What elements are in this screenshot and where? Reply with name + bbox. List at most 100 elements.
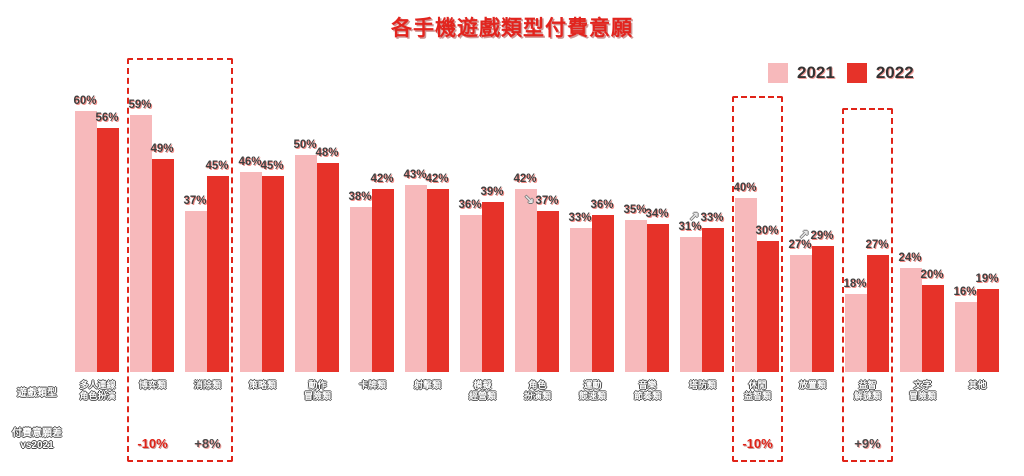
legend-item-2021: 2021 xyxy=(768,63,835,83)
bar-chart: 60% 56% 59% 49% 37% 45% 46% 45% 50% 48% 38% 42% 43% 4… xyxy=(70,95,1005,372)
category-label-14: 益智 解謎類 xyxy=(840,380,895,402)
value-label-2022-10: 34% xyxy=(645,208,669,220)
category-label-line: 冒險類 xyxy=(908,391,936,401)
bar-2022-1 xyxy=(152,159,174,372)
value-label-2021-6: 43% xyxy=(403,169,427,181)
bar-2022-10 xyxy=(647,224,669,372)
value-label-2021-14: 18% xyxy=(843,278,867,290)
value-label-2021-7: 36% xyxy=(458,199,482,211)
bar-group-10: 35% 34% xyxy=(620,100,675,372)
category-label-line: 競速類 xyxy=(578,391,606,401)
category-label-line: 休閒 xyxy=(748,380,767,390)
value-label-2021-10: 35% xyxy=(623,204,647,216)
legend-label: 2022 xyxy=(875,63,914,82)
bar-2021-6 xyxy=(405,185,427,372)
category-label-line: 扮演類 xyxy=(523,391,551,401)
category-label-line: 塔防類 xyxy=(688,380,716,390)
bar-2022-0 xyxy=(97,128,119,372)
bar-2022-5 xyxy=(372,189,394,372)
bar-group-8: 42% 37% ↘ xyxy=(510,100,565,372)
value-label-2021-12: 40% xyxy=(733,182,757,194)
value-label-2021-4: 50% xyxy=(293,139,317,151)
value-label-2022-4: 48% xyxy=(315,147,339,159)
bar-group-16: 16% 19% xyxy=(950,100,1005,372)
value-label-2021-1: 59% xyxy=(128,99,152,111)
value-label-2022-15: 20% xyxy=(920,269,944,281)
axis-row-title: 遊戲類型 xyxy=(17,388,57,399)
bar-2021-15 xyxy=(900,268,922,372)
category-label-line: 其他 xyxy=(968,380,987,390)
legend-label: 2021 xyxy=(797,63,835,82)
bar-group-15: 24% 20% xyxy=(895,100,950,372)
bar-group-4: 50% 48% xyxy=(290,100,345,372)
category-label-line: 博弈類 xyxy=(138,380,166,390)
bar-2022-11 xyxy=(702,228,724,372)
trend-arrow-down-icon: ↘ xyxy=(524,192,535,206)
category-label-8: 角色 扮演類 xyxy=(510,380,565,402)
value-label-2022-5: 42% xyxy=(370,173,394,185)
bar-2022-2 xyxy=(207,176,229,372)
bar-2022-12 xyxy=(757,241,779,372)
bar-2021-4 xyxy=(295,155,317,372)
bar-group-1: 59% 49% xyxy=(125,99,180,372)
value-label-2021-13: 27% xyxy=(788,239,812,251)
value-label-2022-6: 42% xyxy=(425,173,449,185)
trend-arrow-up-icon: ↗ xyxy=(799,227,810,241)
bar-2022-9 xyxy=(592,215,614,372)
bar-group-5: 38% 42% xyxy=(345,100,400,372)
bar-2022-7 xyxy=(482,202,504,372)
category-label-line: 角色扮演 xyxy=(79,391,116,401)
category-label-line: 解謎類 xyxy=(853,391,881,401)
category-label-15: 文字 冒險類 xyxy=(895,380,950,402)
category-label-6: 射擊類 xyxy=(400,380,455,402)
bar-group-0: 60% 56% xyxy=(70,95,125,372)
value-label-2021-3: 46% xyxy=(238,156,262,168)
bar-2021-9 xyxy=(570,228,592,372)
value-label-2022-3: 45% xyxy=(260,160,284,172)
diff-row-title-line2: vs2021 xyxy=(20,440,54,451)
value-label-2022-16: 19% xyxy=(975,273,999,285)
value-label-2021-9: 33% xyxy=(568,212,592,224)
category-label-line: 節奏類 xyxy=(633,391,661,401)
value-label-2022-13: 29% xyxy=(810,230,834,242)
category-label-line: 射擊類 xyxy=(413,380,441,390)
category-label-line: 角色 xyxy=(528,380,547,390)
category-label-10: 音樂 節奏類 xyxy=(620,380,675,402)
category-label-line: 多人連線 xyxy=(79,380,116,390)
diff-row-title: 付費意願差 vs2021 xyxy=(6,428,68,452)
bar-2021-7 xyxy=(460,215,482,372)
category-label-line: 消除類 xyxy=(193,380,221,390)
value-label-2022-1: 49% xyxy=(150,143,174,155)
value-label-2021-5: 38% xyxy=(348,191,372,203)
diff-annotation-1: +8% xyxy=(194,436,221,451)
value-label-2021-8: 42% xyxy=(513,173,537,185)
bar-group-6: 43% 42% xyxy=(400,100,455,372)
value-label-2022-9: 36% xyxy=(590,199,614,211)
value-label-2022-0: 56% xyxy=(95,112,119,124)
category-label-line: 益智 xyxy=(858,380,877,390)
category-label-5: 卡牌類 xyxy=(345,380,400,402)
category-label-12: 休閒 益智類 xyxy=(730,380,785,402)
bar-2021-2 xyxy=(185,211,207,372)
bar-2022-15 xyxy=(922,285,944,372)
legend-swatch-2021 xyxy=(768,63,788,83)
category-label-16: 其他 xyxy=(950,380,1005,402)
diff-annotation-0: -10% xyxy=(137,436,168,451)
bar-group-3: 46% 45% xyxy=(235,100,290,372)
category-label-7: 模擬 經營類 xyxy=(455,380,510,402)
bar-2022-16 xyxy=(977,289,999,372)
highlight-box-1 xyxy=(732,96,783,462)
bar-2022-4 xyxy=(317,163,339,372)
category-label-9: 運動 競速類 xyxy=(565,380,620,402)
bar-2021-0 xyxy=(75,111,97,372)
bar-2021-10 xyxy=(625,220,647,372)
value-label-2022-12: 30% xyxy=(755,225,779,237)
category-label-11: 塔防類 xyxy=(675,380,730,402)
bar-2022-13 xyxy=(812,246,834,372)
category-label-line: 經營類 xyxy=(468,391,496,401)
category-label-line: 放置類 xyxy=(798,380,826,390)
category-label-line: 卡牌類 xyxy=(358,380,386,390)
bar-2021-12 xyxy=(735,198,757,372)
category-label-line: 冒險類 xyxy=(303,391,331,401)
